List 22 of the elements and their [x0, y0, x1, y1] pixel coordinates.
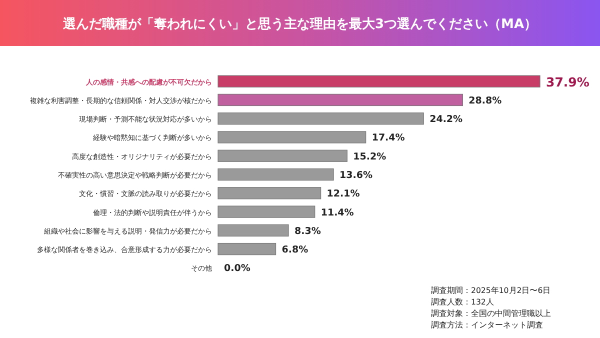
bar: [218, 112, 424, 125]
bar: [218, 94, 463, 106]
data-label: 37.9%: [546, 74, 590, 90]
bar: [218, 206, 316, 218]
data-label: 28.8%: [468, 95, 502, 106]
bar: [218, 168, 334, 181]
bar: [218, 187, 322, 200]
data-label: 13.6%: [340, 170, 373, 181]
data-label: 15.2%: [353, 151, 387, 162]
bar: [218, 150, 348, 162]
bar: [218, 75, 540, 88]
data-label: 6.8%: [282, 244, 309, 256]
data-label: 12.1%: [326, 188, 360, 200]
chart-title: 選んだ職種が「奪われにくい」と思う主な理由を最大3つ選んでください（MA）: [62, 16, 538, 32]
data-label: 0.0%: [224, 263, 251, 274]
bar: [218, 224, 289, 236]
data-label: 8.3%: [294, 226, 322, 237]
bar: [218, 242, 276, 256]
bar: [218, 131, 366, 144]
data-label: 11.4%: [320, 207, 354, 218]
data-label: 24.2%: [430, 114, 464, 126]
data-label: 17.4%: [372, 132, 406, 144]
